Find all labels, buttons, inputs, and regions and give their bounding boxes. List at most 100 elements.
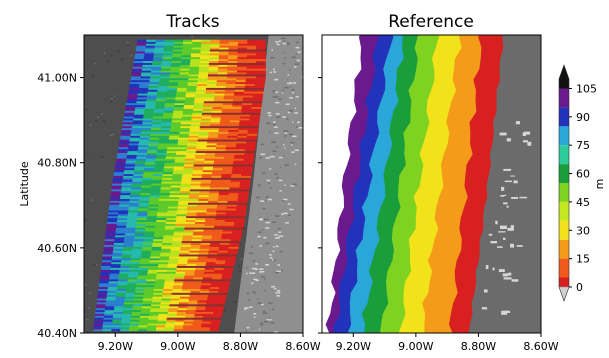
land-speckle bbox=[252, 278, 258, 281]
swath-cell bbox=[122, 250, 133, 253]
swath-cell bbox=[138, 267, 149, 270]
swath-cell bbox=[176, 152, 187, 155]
swath-cell bbox=[169, 302, 180, 305]
swath-cell bbox=[108, 208, 119, 211]
land-speckle bbox=[275, 116, 281, 118]
swath-cell bbox=[182, 171, 193, 175]
land-speckle bbox=[297, 121, 300, 123]
swath-cell bbox=[157, 208, 168, 211]
panel-reference-title: Reference bbox=[388, 12, 474, 32]
swath-cell bbox=[212, 277, 222, 280]
swath-cell bbox=[192, 110, 203, 113]
land-speckle bbox=[290, 110, 293, 112]
swath-cell bbox=[139, 83, 150, 86]
swath-cell bbox=[256, 49, 266, 52]
swath-cell bbox=[172, 171, 183, 175]
swath-cell bbox=[156, 93, 167, 96]
swath-cell bbox=[226, 141, 237, 144]
swath-cell bbox=[180, 294, 190, 297]
swath-cell bbox=[141, 127, 152, 130]
swath-cell bbox=[207, 141, 218, 144]
swath-cell bbox=[198, 135, 209, 138]
swath-cell bbox=[151, 304, 161, 307]
x-tick-label: 9.20W bbox=[336, 340, 371, 353]
sar-speckle bbox=[239, 243, 241, 245]
swath-cell bbox=[120, 194, 131, 198]
swath-cell bbox=[234, 219, 245, 222]
sar-speckle bbox=[238, 265, 240, 267]
swath-cell bbox=[206, 302, 216, 305]
swath-cell bbox=[187, 83, 198, 86]
swath-cell bbox=[114, 238, 125, 242]
swath-cell bbox=[188, 133, 199, 136]
swath-cell bbox=[176, 93, 187, 96]
swath-cell bbox=[150, 129, 161, 132]
swath-cell bbox=[123, 120, 134, 123]
swath-cell bbox=[143, 173, 154, 176]
swath-cell bbox=[212, 275, 223, 278]
swath-cell bbox=[168, 309, 178, 312]
land-speckle bbox=[265, 227, 270, 229]
swath-cell bbox=[100, 275, 110, 278]
swath-cell bbox=[129, 139, 140, 142]
swath-cell bbox=[195, 215, 207, 219]
swath-cell bbox=[124, 166, 135, 169]
swath-cell bbox=[220, 183, 231, 186]
swath-cell bbox=[166, 150, 177, 153]
swath-cell bbox=[235, 85, 246, 88]
swath-cell bbox=[242, 166, 253, 169]
land-speckle bbox=[287, 203, 291, 205]
swath-cell bbox=[200, 56, 210, 60]
swath-cell bbox=[214, 306, 224, 309]
swath-cell bbox=[198, 194, 210, 198]
land-lagoon-patch bbox=[511, 279, 519, 282]
swath-cell bbox=[236, 141, 247, 144]
land-speckle bbox=[269, 168, 272, 170]
swath-cell bbox=[149, 313, 159, 316]
land-lagoon-patch bbox=[498, 231, 506, 233]
swath-cell bbox=[123, 246, 133, 249]
swath-cell bbox=[103, 246, 114, 249]
swath-cell bbox=[227, 250, 238, 253]
swath-cell bbox=[104, 307, 115, 311]
swath-cell bbox=[161, 248, 171, 251]
swath-cell bbox=[140, 256, 151, 259]
swath-cell bbox=[170, 189, 181, 192]
swath-cell bbox=[210, 323, 220, 326]
swath-cell bbox=[226, 206, 237, 209]
swath-cell bbox=[245, 143, 256, 146]
swath-cell bbox=[121, 315, 132, 318]
swath-cell bbox=[242, 101, 253, 104]
swath-cell bbox=[111, 327, 121, 330]
swath-cell bbox=[218, 55, 229, 58]
swath-cell bbox=[107, 288, 118, 291]
swath-cell bbox=[211, 238, 222, 242]
swath-cell bbox=[158, 313, 168, 316]
swath-cell bbox=[217, 294, 227, 297]
swath-cell bbox=[201, 240, 211, 243]
swath-cell bbox=[155, 99, 166, 102]
swath-cell bbox=[164, 281, 175, 284]
swath-cell bbox=[166, 317, 177, 320]
swath-cell bbox=[113, 313, 123, 316]
swath-cell bbox=[161, 62, 172, 65]
land-lagoon-patch bbox=[492, 267, 495, 271]
swath-cell bbox=[190, 56, 201, 60]
swath-cell bbox=[181, 51, 192, 54]
swath-cell bbox=[194, 223, 205, 226]
land-speckle bbox=[262, 207, 266, 210]
swath-cell bbox=[121, 127, 132, 130]
swath-cell bbox=[187, 204, 198, 207]
swath-cell bbox=[215, 304, 225, 307]
swath-cell bbox=[173, 283, 184, 286]
swath-cell bbox=[180, 66, 190, 69]
swath-cell bbox=[214, 265, 225, 268]
swath-cell bbox=[256, 47, 266, 50]
land-speckle bbox=[286, 118, 289, 120]
swath-cell bbox=[156, 329, 166, 332]
swath-cell bbox=[132, 124, 143, 127]
swath-cell bbox=[246, 49, 257, 52]
swath-cell bbox=[158, 139, 169, 142]
swath-cell bbox=[211, 116, 222, 119]
swath-cell bbox=[114, 304, 125, 307]
